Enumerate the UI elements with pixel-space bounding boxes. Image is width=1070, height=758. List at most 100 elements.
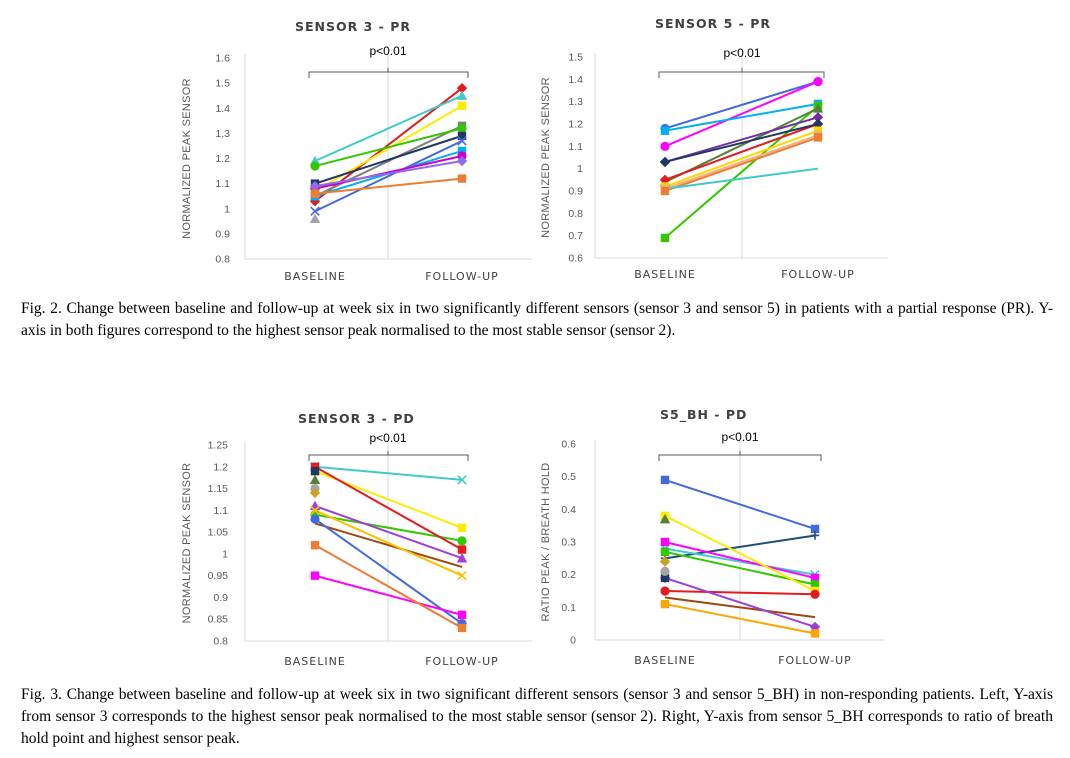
data-point-7-1 xyxy=(457,146,467,156)
series-line-7 xyxy=(664,123,819,163)
data-point-11-0 xyxy=(309,213,321,223)
data-point-3-1 xyxy=(810,573,820,583)
y-tick-label: 1.2 xyxy=(568,119,583,131)
data-point-9-0 xyxy=(310,540,320,550)
significance-bracket xyxy=(658,451,822,461)
series-line-0 xyxy=(664,478,816,530)
y-tick-label: 1.5 xyxy=(215,78,230,90)
y-tick-label: 0.8 xyxy=(213,636,228,648)
y-tick-label: 1.1 xyxy=(213,505,228,517)
series-line-2 xyxy=(664,547,816,576)
y-tick-label: 0.8 xyxy=(215,254,230,266)
data-point-4-1 xyxy=(810,580,820,589)
series-line-9 xyxy=(314,160,463,188)
y-tick-label: 0.4 xyxy=(561,504,576,516)
data-point-0-1 xyxy=(457,475,467,485)
data-point-4-1 xyxy=(812,103,824,113)
y-tick-label: 1.25 xyxy=(208,440,229,452)
data-point-1-1 xyxy=(813,76,823,87)
data-point-7-0 xyxy=(659,156,671,168)
y-tick-label: 0.6 xyxy=(561,439,576,451)
series-line-3 xyxy=(664,105,819,239)
y-tick-label: 1.2 xyxy=(213,461,228,473)
data-point-1-0 xyxy=(660,141,670,151)
series-line-3 xyxy=(664,541,816,579)
y-tick-label: 0.5 xyxy=(561,471,576,483)
y-tick-label: 1.2 xyxy=(215,153,230,165)
series-line-5 xyxy=(664,116,819,163)
y-tick-label: 1.3 xyxy=(215,128,230,140)
data-point-2-0 xyxy=(660,126,670,135)
data-point-6-1 xyxy=(457,136,467,146)
y-tick-label: 0.3 xyxy=(561,537,576,549)
data-point-10-0 xyxy=(660,186,670,196)
p-value-annotation: p<0.01 xyxy=(369,431,406,445)
chart-title: S5_BH - PD xyxy=(660,407,747,423)
data-point-10-0 xyxy=(310,466,320,476)
data-point-3-0 xyxy=(660,537,670,547)
data-point-9-1 xyxy=(456,155,468,167)
data-point-12-0 xyxy=(660,566,670,576)
series-line-5 xyxy=(314,134,463,185)
x-category-label: FOLLOW-UP xyxy=(781,268,855,281)
x-category-label: FOLLOW-UP xyxy=(778,654,852,667)
data-point-2-1 xyxy=(457,101,467,110)
chart-title: SENSOR 3 - PR xyxy=(295,19,411,34)
series-line-9 xyxy=(314,544,463,629)
data-point-1-1 xyxy=(810,531,820,540)
data-point-3-0 xyxy=(310,462,320,471)
data-point-10-1 xyxy=(813,133,823,142)
y-tick-label: 0 xyxy=(570,635,576,647)
y-tick-label: 1.3 xyxy=(568,96,583,108)
series-line-2 xyxy=(664,102,819,132)
y-tick-label: 0.2 xyxy=(561,569,576,581)
series-line-9 xyxy=(664,603,816,635)
y-tick-label: 0.6 xyxy=(568,253,583,265)
series-line-3 xyxy=(314,465,463,551)
x-category-label: BASELINE xyxy=(634,654,696,667)
significance-bracket xyxy=(658,68,825,78)
data-point-1-1 xyxy=(457,523,467,532)
data-point-5-1 xyxy=(457,131,467,141)
series-line-4 xyxy=(314,127,463,168)
data-point-7-0 xyxy=(310,514,320,524)
data-point-0-1 xyxy=(810,524,820,534)
series-line-0 xyxy=(664,80,819,130)
data-point-10-0 xyxy=(310,189,320,198)
series-line-7 xyxy=(314,518,463,625)
y-tick-label: 1 xyxy=(224,203,230,215)
y-tick-label: 0.7 xyxy=(568,230,583,242)
data-point-10-1 xyxy=(457,174,467,183)
data-point-8-1 xyxy=(457,610,467,620)
data-point-10-0 xyxy=(659,513,671,524)
data-point-9-0 xyxy=(660,599,670,609)
p-value-annotation: p<0.01 xyxy=(723,46,760,60)
series-line-0 xyxy=(314,465,463,481)
y-tick-label: 1.6 xyxy=(215,53,230,65)
y-tick-label: 1.5 xyxy=(568,52,583,64)
data-point-8-0 xyxy=(310,571,320,580)
p-value-annotation: p<0.01 xyxy=(369,44,406,58)
y-tick-label: 0.9 xyxy=(568,186,583,198)
y-tick-label: 1.15 xyxy=(208,483,229,495)
data-point-6-1 xyxy=(457,570,467,581)
series-line-5 xyxy=(664,514,816,592)
data-point-6-0 xyxy=(310,505,320,516)
data-point-11-0 xyxy=(309,474,321,485)
y-tick-label: 1.1 xyxy=(215,178,230,190)
series-line-3 xyxy=(314,124,463,198)
series-line-6 xyxy=(314,509,463,577)
data-point-4-0 xyxy=(660,547,670,556)
y-axis-label: NORMALIZED PEAK SENSOR xyxy=(181,78,193,239)
y-axis-label: NORMALIZED PEAK SENSOR xyxy=(540,77,552,238)
series-line-5 xyxy=(314,522,463,568)
data-point-9-1 xyxy=(810,629,820,638)
series-line-6 xyxy=(664,123,819,181)
data-point-6-0 xyxy=(659,174,671,186)
series-line-4 xyxy=(314,505,463,560)
data-point-5-1 xyxy=(812,112,824,123)
series-line-7 xyxy=(664,596,816,619)
data-point-11-0 xyxy=(660,573,670,583)
y-tick-label: 0.85 xyxy=(208,614,229,626)
x-category-label: BASELINE xyxy=(284,655,346,668)
